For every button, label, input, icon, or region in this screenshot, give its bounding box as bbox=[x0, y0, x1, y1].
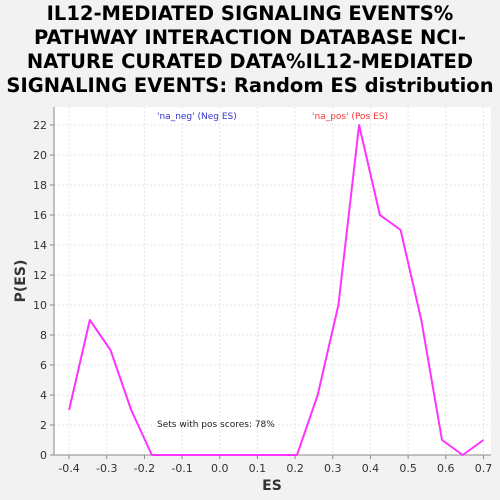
legend-pos-label: 'na_pos' (Pos ES) bbox=[312, 112, 388, 122]
x-tick-label: 0.6 bbox=[437, 462, 455, 475]
y-tick-label: 6 bbox=[40, 359, 47, 372]
x-tick-label: 0.1 bbox=[249, 462, 267, 475]
x-tick-label: 0.2 bbox=[286, 462, 304, 475]
y-tick-label: 22 bbox=[33, 119, 47, 132]
y-tick-label: 18 bbox=[33, 179, 47, 192]
x-tick-label: 0.0 bbox=[211, 462, 229, 475]
x-axis-title: ES bbox=[262, 478, 282, 494]
x-tick-label: 0.4 bbox=[362, 462, 380, 475]
y-tick-label: 2 bbox=[40, 419, 47, 432]
y-axis-title: P(ES) bbox=[13, 260, 29, 303]
y-tick-label: 10 bbox=[33, 299, 47, 312]
legend-neg-label: 'na_neg' (Neg ES) bbox=[157, 112, 237, 122]
y-tick-label: 16 bbox=[33, 209, 47, 222]
x-tick-label: -0.4 bbox=[58, 462, 79, 475]
plot-area bbox=[54, 107, 491, 455]
x-tick-label: 0.5 bbox=[399, 462, 417, 475]
x-tick-label: -0.1 bbox=[171, 462, 192, 475]
y-tick-label: 0 bbox=[40, 449, 47, 462]
y-tick-label: 14 bbox=[33, 239, 47, 252]
y-tick-label: 12 bbox=[33, 269, 47, 282]
pos-scores-annotation: Sets with pos scores: 78% bbox=[157, 420, 275, 430]
x-tick-label: -0.2 bbox=[134, 462, 155, 475]
x-tick-label: -0.3 bbox=[96, 462, 117, 475]
y-tick-label: 8 bbox=[40, 329, 47, 342]
y-tick-label: 4 bbox=[40, 389, 47, 402]
x-tick-label: 0.3 bbox=[324, 462, 342, 475]
x-tick-label: 0.7 bbox=[475, 462, 493, 475]
y-tick-label: 20 bbox=[33, 149, 47, 162]
